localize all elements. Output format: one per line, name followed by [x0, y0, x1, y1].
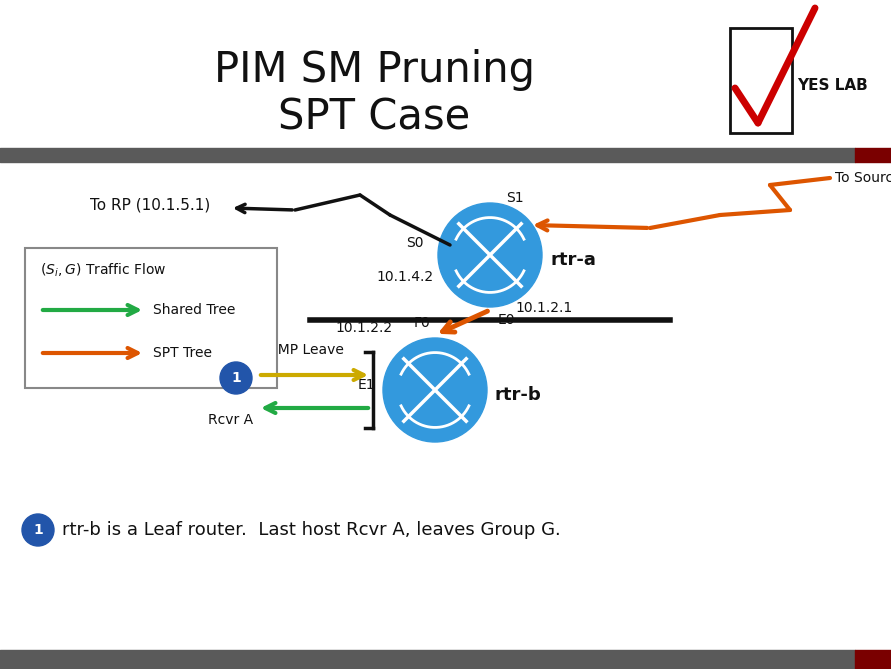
Text: SPT Tree: SPT Tree [153, 346, 212, 360]
Text: 10.1.4.2: 10.1.4.2 [376, 270, 434, 284]
Text: rtr-a: rtr-a [550, 251, 596, 269]
FancyBboxPatch shape [25, 248, 277, 388]
Text: Shared Tree: Shared Tree [153, 303, 235, 317]
Text: rtr-b: rtr-b [495, 386, 542, 404]
Text: $(S_i, G)$ Traffic Flow: $(S_i, G)$ Traffic Flow [40, 262, 167, 279]
Text: 10.1.2.1: 10.1.2.1 [515, 301, 572, 315]
Text: 1: 1 [33, 523, 43, 537]
Text: S0: S0 [406, 236, 424, 250]
Text: 10.1.2.2: 10.1.2.2 [335, 321, 392, 335]
Text: S1: S1 [506, 191, 524, 205]
Circle shape [438, 203, 542, 307]
Circle shape [22, 514, 54, 546]
Text: E0: E0 [498, 313, 516, 327]
Text: F0: F0 [413, 316, 430, 330]
Text: E1: E1 [357, 378, 375, 392]
Text: To RP (10.1.5.1): To RP (10.1.5.1) [90, 197, 210, 213]
Text: IGMP Leave: IGMP Leave [263, 343, 344, 357]
Circle shape [220, 362, 252, 394]
FancyBboxPatch shape [730, 28, 792, 133]
Text: To Source “S: To Source “S [835, 171, 891, 185]
Text: SPT Case: SPT Case [278, 97, 470, 139]
Text: YES LAB: YES LAB [797, 78, 868, 93]
Text: Rcvr A: Rcvr A [208, 413, 253, 427]
Text: 1: 1 [231, 371, 241, 385]
Text: rtr-b is a Leaf router.  Last host Rcvr A, leaves Group G.: rtr-b is a Leaf router. Last host Rcvr A… [62, 521, 560, 539]
Text: PIM SM Pruning: PIM SM Pruning [214, 49, 535, 91]
Circle shape [383, 338, 487, 442]
